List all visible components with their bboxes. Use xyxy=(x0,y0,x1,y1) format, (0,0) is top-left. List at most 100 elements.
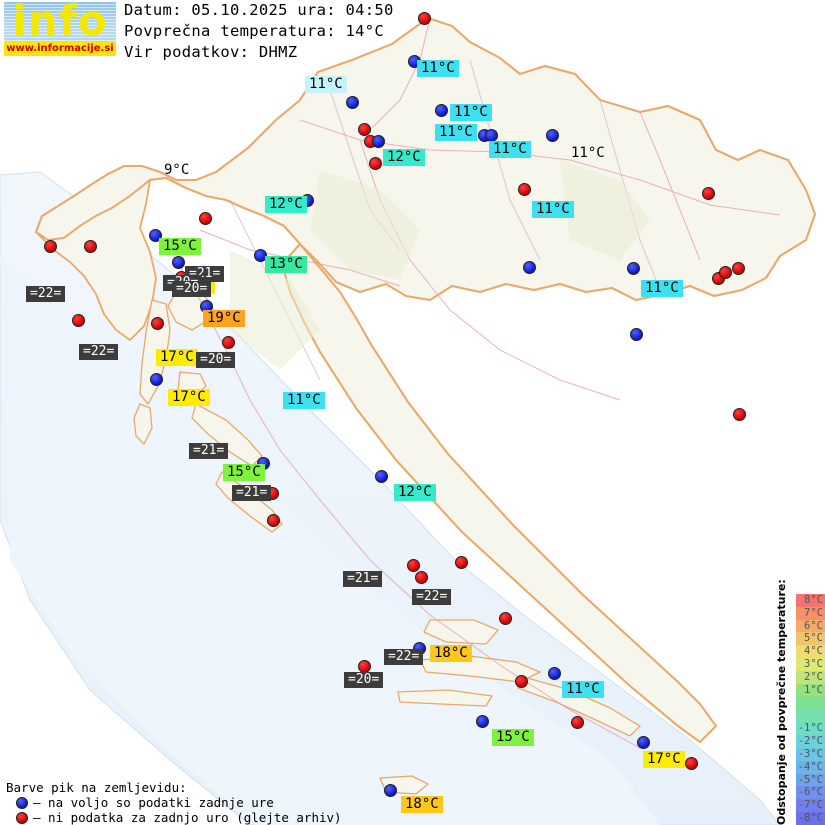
station-dot-red[interactable] xyxy=(44,240,57,253)
color-scale-band: -2°C xyxy=(796,735,825,748)
island-losinj xyxy=(133,403,153,446)
header-average-temperature-line: Povprečna temperatura: 14°C xyxy=(124,22,385,40)
legend-item-blue-label: – na voljo so podatki zadnje ure xyxy=(33,795,274,810)
station-dot-red[interactable] xyxy=(685,757,698,770)
color-scale-band: 8°C xyxy=(796,594,825,607)
terrain-shading xyxy=(230,160,650,370)
blue-dot-icon xyxy=(16,796,28,809)
color-scale-band: 1°C xyxy=(796,683,825,697)
station-dot-red[interactable] xyxy=(518,183,531,196)
color-scale-band: -4°C xyxy=(796,760,825,774)
logo-wordmark: info xyxy=(12,2,108,45)
station-dot-red[interactable] xyxy=(222,336,235,349)
color-scale-bar: 8°C 7°C 6°C 5°C 4°C 3°C 2°C 1°C -1°C -2°C -3°C -4°C… xyxy=(796,594,825,825)
temperature-label: 11°C xyxy=(571,145,605,161)
temperature-label: 11°C xyxy=(489,141,531,158)
station-dot-red[interactable] xyxy=(267,514,280,527)
sea-temperature-label: =22= xyxy=(412,589,452,605)
station-dot-blue[interactable] xyxy=(384,784,397,797)
header-date-line: Datum: 05.10.2025 ura: 04:50 xyxy=(124,1,394,19)
sea-temperature-label: =20= xyxy=(344,672,384,688)
island-brac xyxy=(423,619,500,645)
color-scale-band: -6°C xyxy=(796,786,825,800)
station-dot-red[interactable] xyxy=(151,317,164,330)
station-dot-blue[interactable] xyxy=(172,256,185,269)
sea-temperature-label: =20= xyxy=(196,352,236,368)
sea-temperature-label: =22= xyxy=(79,344,119,360)
station-dot-red[interactable] xyxy=(571,716,584,729)
temperature-label: 9°C xyxy=(164,162,190,178)
temperature-label: 15°C xyxy=(492,729,534,746)
color-scale-band: 4°C xyxy=(796,645,825,659)
temperature-label: 12°C xyxy=(394,484,436,501)
station-dot-blue[interactable] xyxy=(548,667,561,680)
temperature-label: 15°C xyxy=(223,464,265,481)
station-dot-red[interactable] xyxy=(455,556,468,569)
station-dot-red[interactable] xyxy=(702,187,715,200)
sea-temperature-label: =22= xyxy=(384,649,424,665)
color-scale-band: 2°C xyxy=(796,670,825,684)
station-dot-blue[interactable] xyxy=(476,715,489,728)
color-scale-band: -7°C xyxy=(796,799,825,813)
legend-title: Barve pik na zemljevidu: xyxy=(6,780,187,795)
station-dot-red[interactable] xyxy=(199,212,212,225)
station-dot-red[interactable] xyxy=(72,314,85,327)
sea-temperature-label: =21= xyxy=(232,485,272,501)
temperature-label: 11°C xyxy=(283,392,325,409)
color-scale-band: -1°C xyxy=(796,722,825,736)
dot-color-legend: Barve pik na zemljevidu: – na voljo so p… xyxy=(6,780,342,825)
sea-temperature-label: =21= xyxy=(343,571,383,587)
station-dot-red[interactable] xyxy=(407,559,420,572)
temperature-label: 11°C xyxy=(435,124,477,141)
station-dot-blue[interactable] xyxy=(150,373,163,386)
station-dot-blue[interactable] xyxy=(149,229,162,242)
station-dot-blue[interactable] xyxy=(630,328,643,341)
station-dot-blue[interactable] xyxy=(372,135,385,148)
temperature-label: 19°C xyxy=(203,310,245,327)
station-dot-blue[interactable] xyxy=(375,470,388,483)
station-dot-blue[interactable] xyxy=(346,96,359,109)
station-dot-blue[interactable] xyxy=(254,249,267,262)
temperature-label: 11°C xyxy=(641,280,683,297)
color-scale-band: -8°C xyxy=(796,812,825,825)
sea-temperature-label: =20= xyxy=(172,281,212,297)
istria-peninsula xyxy=(35,177,157,342)
header-text-block: Datum: 05.10.2025 ura: 04:50 Povprečna t… xyxy=(124,0,394,63)
dalmatia-landmass xyxy=(280,242,718,744)
temperature-label: 11°C xyxy=(450,104,492,121)
color-scale-band: -5°C xyxy=(796,773,825,787)
color-scale-band xyxy=(796,696,825,710)
temperature-label: 15°C xyxy=(159,238,201,255)
temperature-label: 18°C xyxy=(401,796,443,813)
station-dot-red[interactable] xyxy=(733,408,746,421)
station-dot-blue[interactable] xyxy=(523,261,536,274)
station-dot-red[interactable] xyxy=(418,12,431,25)
station-dot-red[interactable] xyxy=(732,262,745,275)
station-dot-red[interactable] xyxy=(515,675,528,688)
logo-url: www.informacije.si xyxy=(4,42,116,56)
temperature-label: 12°C xyxy=(265,196,307,213)
station-dot-blue[interactable] xyxy=(627,262,640,275)
temperature-label: 11°C xyxy=(305,76,347,93)
station-dot-red[interactable] xyxy=(84,240,97,253)
temperature-label: 17°C xyxy=(156,349,198,366)
temperature-label: 17°C xyxy=(168,389,210,406)
color-scale-band xyxy=(796,709,825,723)
station-dot-blue[interactable] xyxy=(435,104,448,117)
station-dot-red[interactable] xyxy=(415,571,428,584)
deviation-color-scale: Odstopanje od povprečne temperature: 8°C… xyxy=(774,579,825,825)
station-dot-red[interactable] xyxy=(369,157,382,170)
header-source-line: Vir podatkov: DHMZ xyxy=(124,43,298,61)
station-dot-red[interactable] xyxy=(719,266,732,279)
station-dot-red[interactable] xyxy=(499,612,512,625)
color-scale-band: -3°C xyxy=(796,747,825,761)
legend-item-blue: – na voljo so podatki zadnje ure xyxy=(6,795,342,810)
temperature-label: 12°C xyxy=(383,149,425,166)
sea-temperature-label: =21= xyxy=(189,443,229,459)
temperature-label: 11°C xyxy=(532,201,574,218)
station-dot-blue[interactable] xyxy=(637,736,650,749)
station-dot-blue[interactable] xyxy=(546,129,559,142)
station-dot-red[interactable] xyxy=(358,123,371,136)
informacije-logo[interactable]: info www.informacije.si xyxy=(4,2,116,56)
